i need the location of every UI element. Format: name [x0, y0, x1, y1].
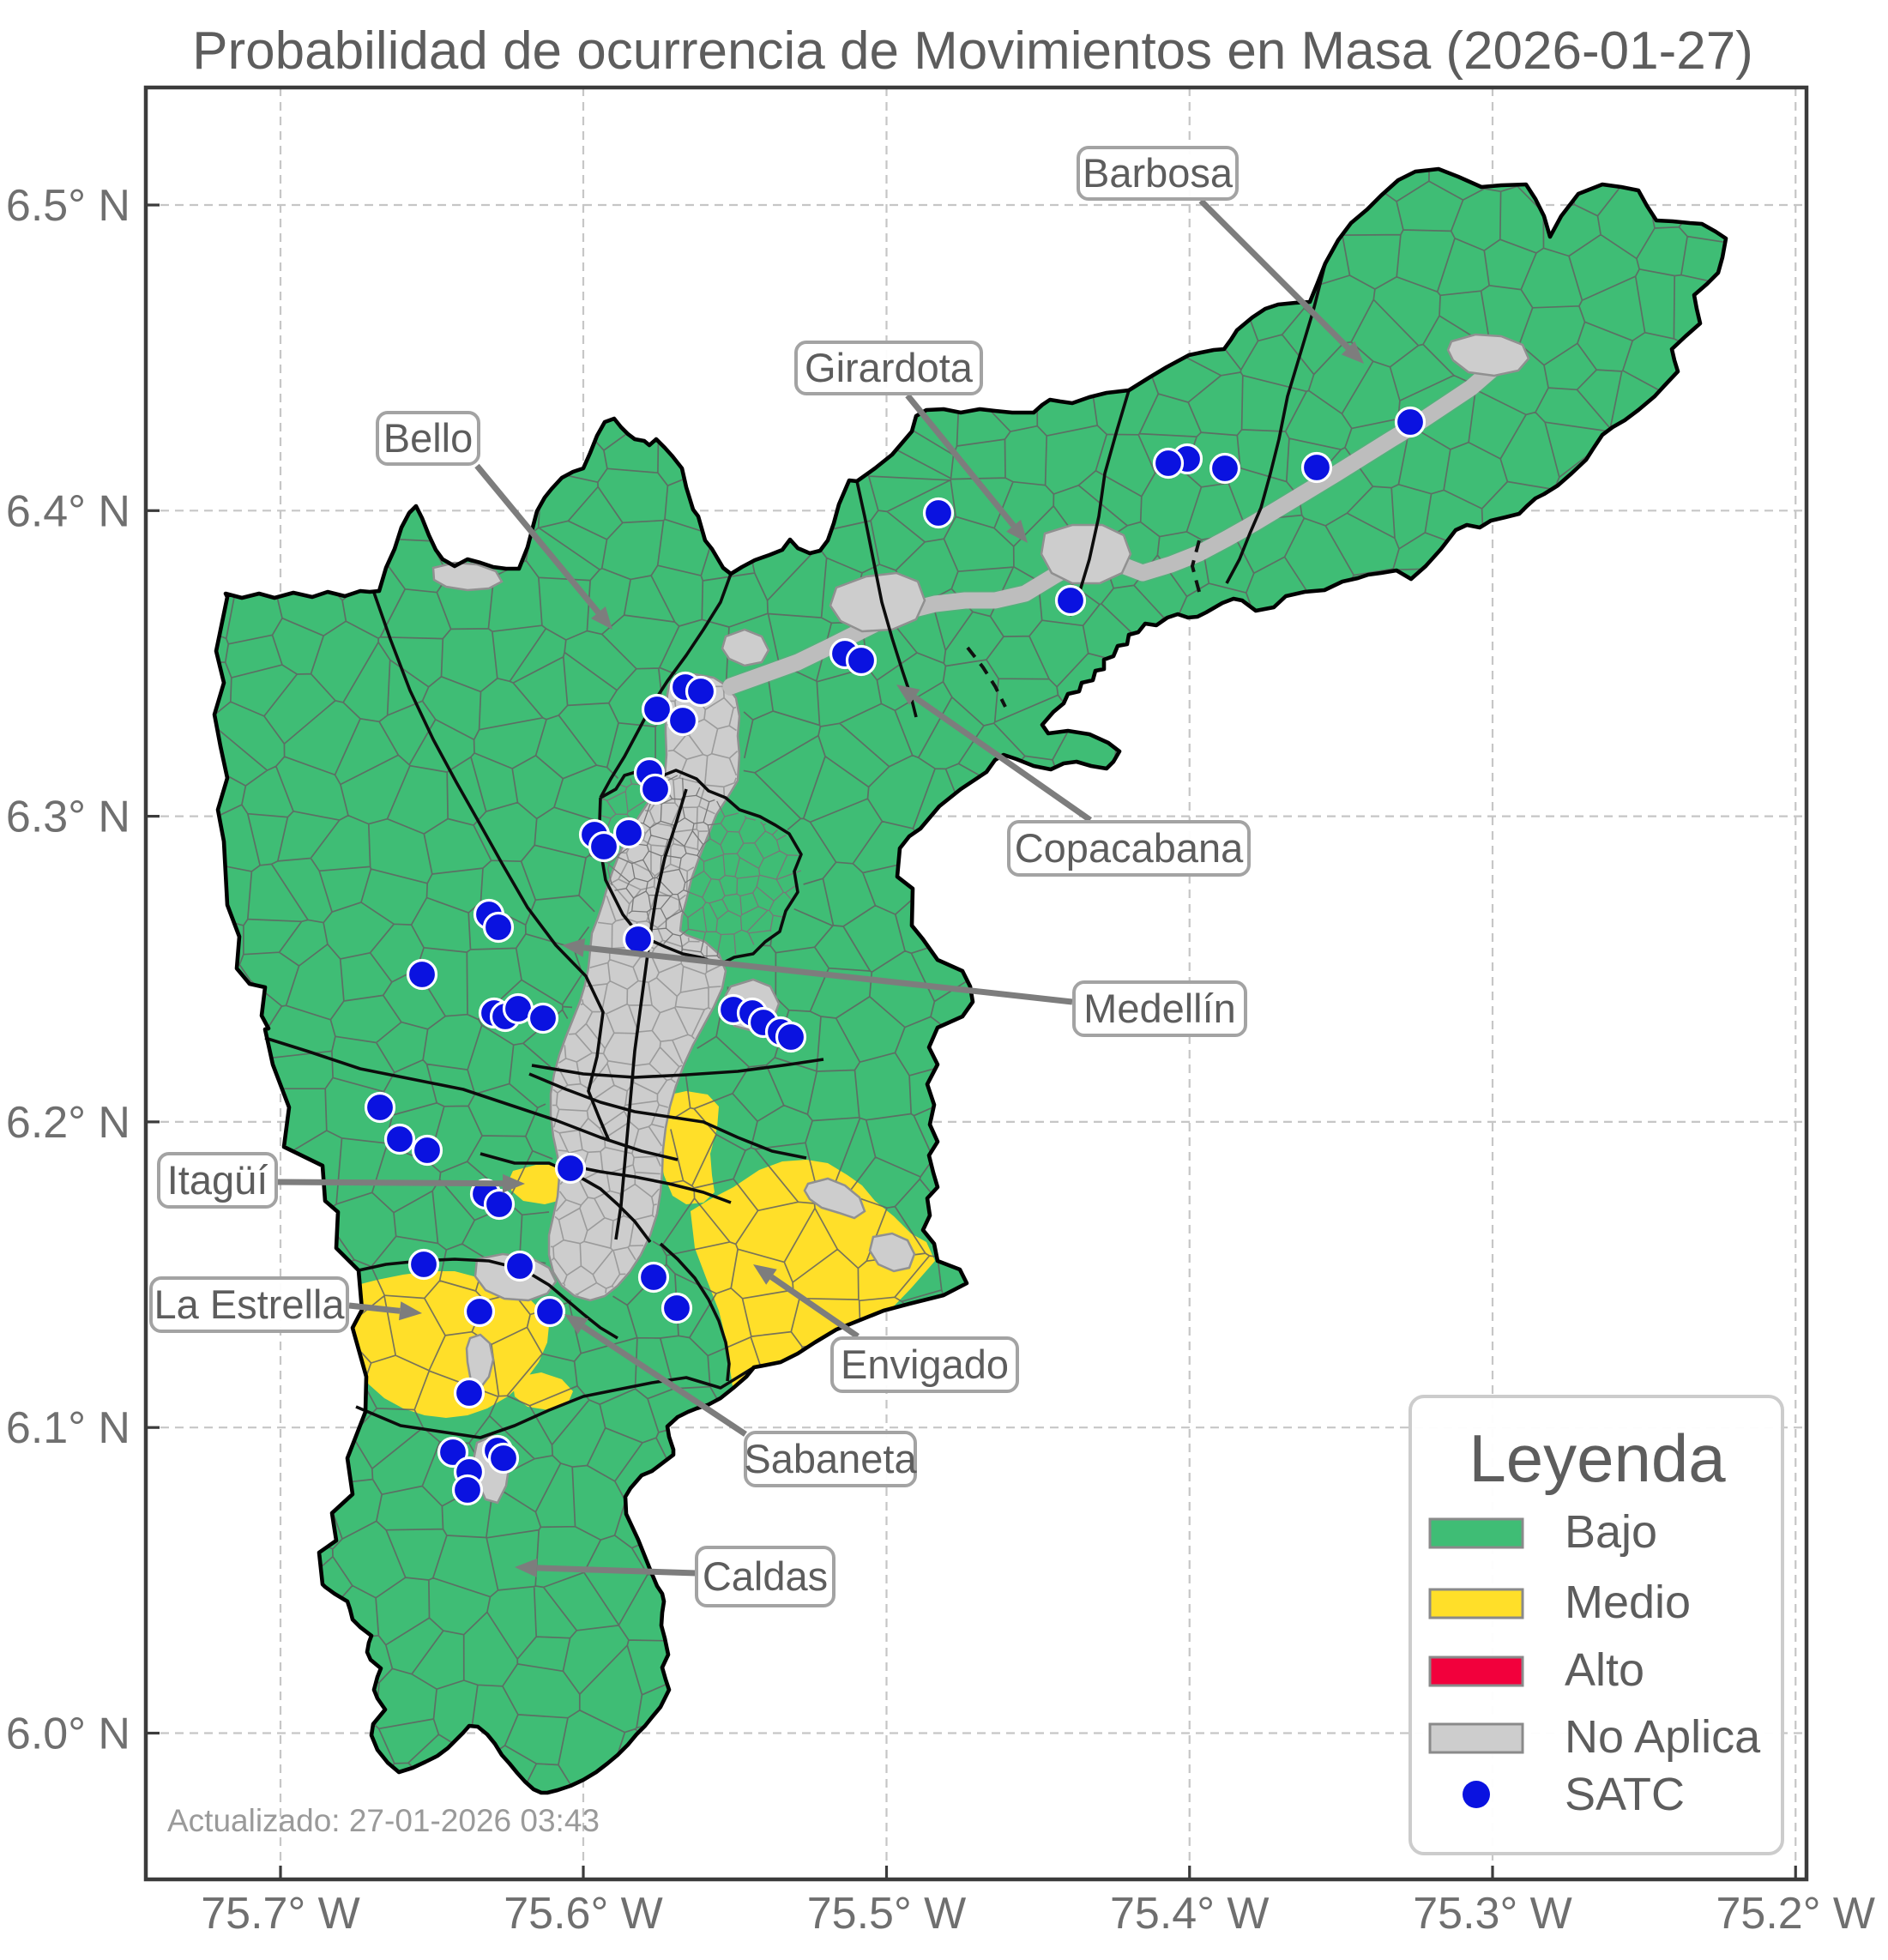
svg-text:Alto: Alto	[1565, 1644, 1644, 1696]
svg-text:Envigado: Envigado	[841, 1342, 1009, 1387]
svg-text:Bajo: Bajo	[1565, 1506, 1657, 1558]
svg-text:Barbosa: Barbosa	[1083, 150, 1234, 196]
svg-text:No Aplica: No Aplica	[1565, 1711, 1761, 1763]
svg-text:6.3° N: 6.3° N	[6, 793, 130, 842]
svg-text:Caldas: Caldas	[703, 1553, 828, 1599]
svg-text:6.2° N: 6.2° N	[6, 1098, 130, 1148]
svg-text:75.3° W: 75.3° W	[1413, 1889, 1572, 1939]
svg-text:Medellín: Medellín	[1083, 986, 1236, 1031]
svg-text:Bello: Bello	[383, 415, 474, 461]
svg-text:SATC: SATC	[1565, 1769, 1685, 1820]
svg-text:6.0° N: 6.0° N	[6, 1710, 130, 1759]
svg-text:75.4° W: 75.4° W	[1110, 1889, 1270, 1939]
svg-text:Probabilidad de ocurrencia de: Probabilidad de ocurrencia de Movimiento…	[192, 21, 1753, 81]
svg-text:Sabaneta: Sabaneta	[744, 1436, 917, 1481]
svg-text:6.1° N: 6.1° N	[6, 1403, 130, 1453]
svg-text:75.7° W: 75.7° W	[201, 1889, 360, 1939]
svg-text:75.6° W: 75.6° W	[504, 1889, 663, 1939]
svg-text:6.4° N: 6.4° N	[6, 486, 130, 536]
svg-text:Leyenda: Leyenda	[1469, 1420, 1726, 1496]
svg-text:75.2° W: 75.2° W	[1716, 1889, 1875, 1939]
svg-text:75.5° W: 75.5° W	[807, 1889, 967, 1939]
svg-text:6.5° N: 6.5° N	[6, 181, 130, 231]
svg-text:Medio: Medio	[1565, 1577, 1691, 1628]
svg-text:La Estrella: La Estrella	[154, 1282, 345, 1327]
svg-text:Copacabana: Copacabana	[1015, 825, 1244, 871]
svg-text:Girardota: Girardota	[805, 345, 974, 390]
svg-text:Itagüí: Itagüí	[167, 1157, 268, 1203]
svg-text:Actualizado: 27-01-2026 03:43: Actualizado: 27-01-2026 03:43	[167, 1803, 600, 1838]
